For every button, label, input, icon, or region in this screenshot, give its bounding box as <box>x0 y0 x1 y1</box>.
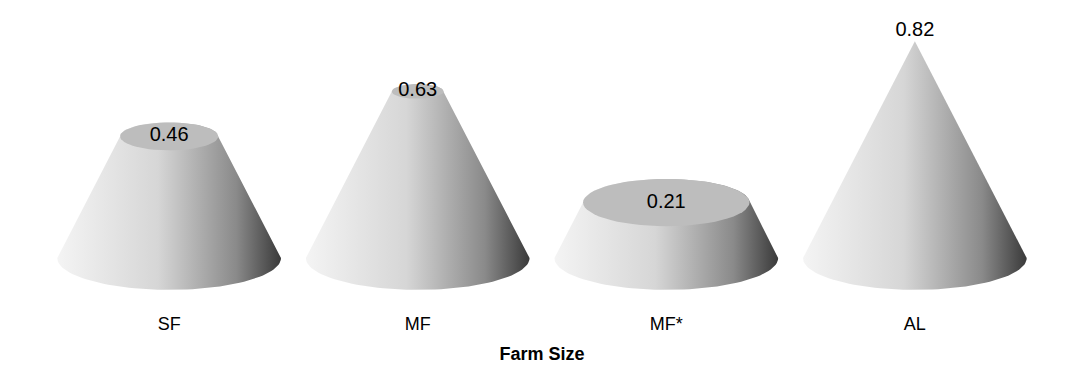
svg-text:Farm Size: Farm Size <box>499 344 584 364</box>
svg-text:0.46: 0.46 <box>150 123 189 145</box>
svg-text:0.82: 0.82 <box>895 18 934 40</box>
svg-text:MF*: MF* <box>650 314 683 334</box>
svg-text:0.63: 0.63 <box>398 78 437 100</box>
svg-text:0.21: 0.21 <box>647 190 686 212</box>
svg-text:AL: AL <box>904 314 926 334</box>
svg-text:MF: MF <box>405 314 431 334</box>
svg-text:SF: SF <box>158 314 181 334</box>
